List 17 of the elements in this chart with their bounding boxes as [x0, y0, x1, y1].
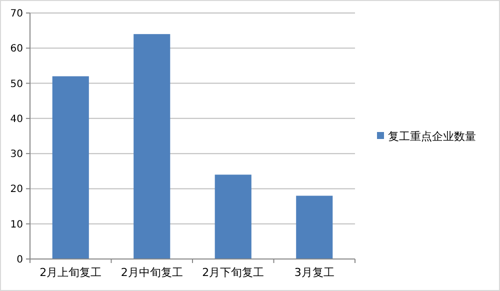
bar: [52, 76, 89, 259]
y-tick-label: 50: [10, 78, 23, 90]
y-tick-label: 30: [10, 149, 23, 160]
x-tick-label: 2月中旬复工: [120, 266, 183, 279]
legend-label: 复工重点企业数量: [388, 130, 476, 143]
x-tick-label: 2月上旬复工: [40, 266, 102, 279]
y-tick-label: 20: [10, 184, 23, 196]
y-tick-label: 10: [10, 219, 23, 230]
x-tick-label: 3月复工: [294, 266, 334, 279]
bar: [214, 174, 252, 259]
bar: [296, 196, 333, 259]
y-tick-label: 0: [16, 254, 23, 266]
x-tick-label: 2月下旬复工: [202, 266, 264, 279]
bar: [134, 34, 170, 259]
y-tick-label: 40: [10, 114, 23, 125]
y-tick-label: 60: [10, 44, 23, 55]
y-tick-label: 70: [10, 8, 23, 20]
